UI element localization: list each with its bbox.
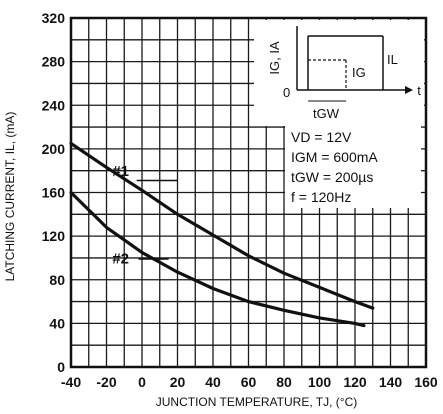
x-tick-label: -40 xyxy=(61,374,81,390)
y-tick-label: 280 xyxy=(42,54,66,70)
series-label-1: #1 xyxy=(112,163,129,180)
y-axis-title: LATCHING CURRENT, IL, (mA) xyxy=(3,112,17,282)
x-tick-label: 0 xyxy=(138,374,146,390)
x-tick-label: 160 xyxy=(414,374,438,390)
inset-t-label: t xyxy=(417,83,421,98)
inset-latch-label: IL xyxy=(387,52,398,67)
y-tick-label: 320 xyxy=(42,10,66,26)
series-label-2: #2 xyxy=(112,250,129,267)
y-tick-label: 160 xyxy=(42,185,66,201)
x-tick-label: 60 xyxy=(241,374,257,390)
inset-width-label: tGW xyxy=(313,106,340,121)
x-tick-label: 20 xyxy=(170,374,186,390)
x-tick-label: 140 xyxy=(379,374,403,390)
condition-text: VD = 12V xyxy=(291,129,352,145)
inset-background xyxy=(254,20,424,126)
inset-pulse-label: IG xyxy=(352,65,366,80)
y-tick-label: 200 xyxy=(42,141,66,157)
y-tick-label: 120 xyxy=(42,228,66,244)
x-tick-label: 40 xyxy=(205,374,221,390)
condition-text: tGW = 200µs xyxy=(291,169,373,185)
x-axis-title: JUNCTION TEMPERATURE, TJ, (°C) xyxy=(156,395,357,409)
y-tick-label: 80 xyxy=(49,272,65,288)
series-line-2 xyxy=(69,190,366,328)
condition-text: f = 120Hz xyxy=(291,189,351,205)
inset-y-label: IG, IA xyxy=(267,41,282,75)
inset-origin-label: 0 xyxy=(283,85,290,100)
inset-arrow-icon xyxy=(405,86,413,94)
condition-text: IGM = 600mA xyxy=(291,149,378,165)
x-tick-label: 100 xyxy=(308,374,332,390)
series-line-1 xyxy=(69,141,375,310)
x-tick-label: -20 xyxy=(96,374,116,390)
conditions-background xyxy=(285,126,421,208)
x-tick-label: 120 xyxy=(343,374,367,390)
y-tick-label: 240 xyxy=(42,97,66,113)
y-tick-label: 0 xyxy=(57,359,65,375)
x-tick-label: 80 xyxy=(276,374,292,390)
y-tick-label: 40 xyxy=(49,315,65,331)
